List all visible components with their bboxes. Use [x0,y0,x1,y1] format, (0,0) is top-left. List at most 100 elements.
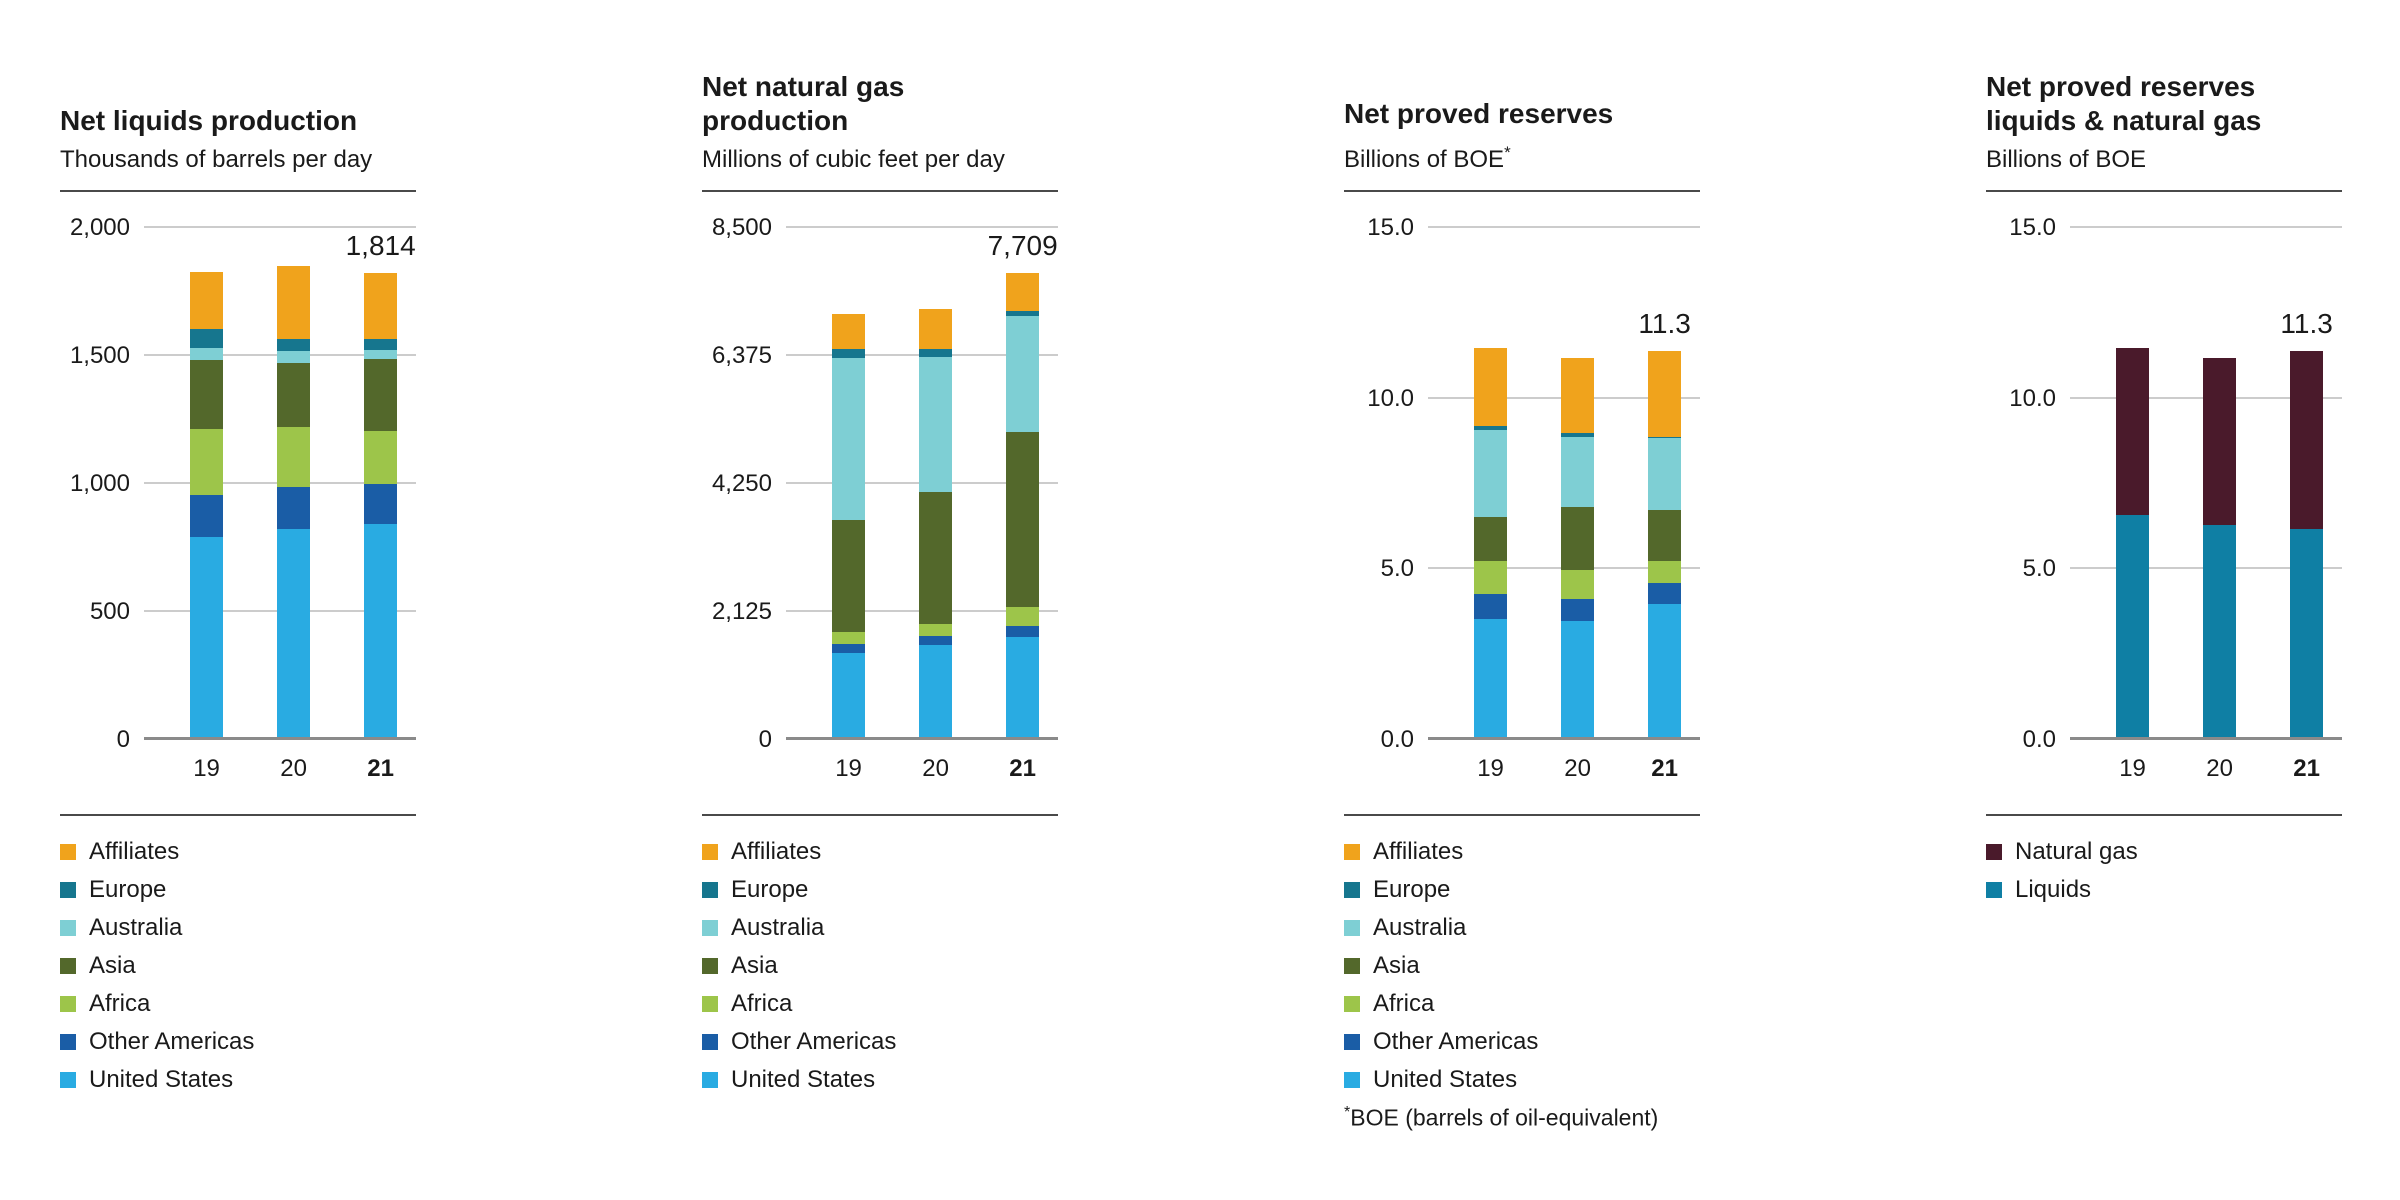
legend-swatch-icon [702,957,718,974]
bar-segment-other-americas [1648,583,1682,604]
y-tick-label: 0.0 [2022,726,2056,753]
bar-segment-other-americas [190,495,224,538]
y-tick-label: 15.0 [2009,214,2056,241]
legend-item-united-states: United States [702,1066,1058,1093]
stacked-bar-19 [2116,347,2150,737]
legend-label: United States [731,1065,876,1093]
legend-swatch-icon [60,919,76,936]
y-tick-label: 10.0 [2009,384,2056,412]
plot-area: 0.0 5.0 10.0 15.0 11.3 [1986,214,2342,753]
chart-title-line: Net proved reserves [1986,71,2256,102]
plot: 1,814 [144,226,416,740]
x-label-21: 21 [1009,755,1036,782]
x-label-21: 21 [367,755,394,782]
legend-rule [60,814,416,816]
legend: Affiliates Europe Australia Asia Africa Other… [702,838,1058,1093]
bar-segment-united-states [832,653,866,737]
stacked-bar-21 [2290,351,2324,737]
bar-segment-affiliates [364,272,398,340]
bar-segment-united-states [919,645,953,737]
x-label-20: 20 [1564,755,1591,782]
legend-swatch-icon [60,843,76,860]
bar-segment-other-americas [832,643,866,654]
legend-swatch-icon [1344,843,1360,860]
legend-label: Natural gas [2015,837,2138,865]
legend-swatch-icon [702,919,718,936]
bar-segment-natural-gas [2203,358,2237,526]
bar-segment-affiliates [1561,358,1595,434]
x-axis-line [2070,737,2342,740]
footnote-asterisk: * [1344,1104,1351,1121]
legend-item-other-americas: Other Americas [702,1028,1058,1055]
bar-segment-asia [277,363,311,427]
bar-segment-asia [190,360,224,429]
y-tick-label: 10.0 [1367,384,1414,412]
bar-segment-australia [1474,429,1508,517]
x-axis-line [1428,737,1700,740]
bar-segment-liquids [2203,525,2237,737]
legend-label: Africa [1373,989,1435,1017]
bar-segment-australia [919,356,953,492]
x-label-19: 19 [835,755,862,782]
chart-header: Net proved reserves liquids & natural gas… [1986,62,2342,174]
bar-segment-asia [1648,510,1682,562]
x-label-20: 20 [922,755,949,782]
legend-item-africa: Africa [1344,990,1700,1017]
bar-segment-united-states [190,537,224,737]
bar-segment-asia [919,491,953,624]
legend-swatch-icon [1986,881,2002,898]
bar-segment-africa [1648,561,1682,584]
legend-label: Affiliates [731,837,822,865]
bar-segment-united-states [277,529,311,737]
bar-segment-europe [832,349,866,359]
legend-label: Other Americas [1373,1027,1539,1055]
bar-segment-liquids [2290,528,2324,737]
bar-segment-australia [190,347,224,361]
legend-swatch-icon [1344,1033,1360,1050]
bar-segment-affiliates [1648,351,1682,437]
header-rule [1986,190,2342,192]
bar-segment-affiliates [832,313,866,350]
header-rule [1344,190,1700,192]
x-axis-line [786,737,1058,740]
plot: 11.3 [2070,226,2342,740]
bar-segment-africa [1561,569,1595,599]
bar-segment-africa [1474,561,1508,594]
chart-net-proved-reserves: Net proved reserves Billions of BOE* 0.0 5.… [1344,62,1700,1132]
y-tick-label: 5.0 [2022,555,2056,583]
gridline [786,226,1058,228]
legend-item-africa: Africa [702,990,1058,1017]
chart-subtitle-text: Billions of BOE [1344,146,1505,173]
legend-label: Africa [89,989,151,1017]
legend-label: Australia [1373,913,1467,941]
legend-rule [1986,814,2342,816]
legend-label: Europe [1373,875,1451,903]
chart-net-liquids-production: Net liquids production Thousands of barre… [60,62,416,1132]
legend-label: Other Americas [731,1027,897,1055]
bar-segment-affiliates [1006,272,1040,312]
legend-swatch-icon [60,881,76,898]
bar-segment-africa [190,428,224,496]
bar-segment-africa [277,426,311,488]
chart-subtitle: Thousands of barrels per day [60,146,416,174]
legend-item-europe: Europe [1344,876,1700,903]
legend-label: United States [1373,1065,1518,1093]
chart-net-natural-gas-production: Net natural gas production Millions of cu… [702,62,1058,1132]
legend: Affiliates Europe Australia Asia Africa Other… [1344,838,1700,1093]
bar-segment-africa [832,631,866,644]
x-axis-labels: 19 20 21 [144,754,416,784]
bar-segment-australia [1561,436,1595,507]
x-axis-line [144,737,416,740]
legend-label: Liquids [2015,875,2092,903]
legend-label: Europe [89,875,167,903]
bar-segment-other-americas [1006,626,1040,638]
legend-item-australia: Australia [60,914,416,941]
bar-segment-australia [1648,438,1682,511]
x-label-20: 20 [2206,755,2233,782]
plot: 7,709 [786,226,1058,740]
legend-item-affiliates: Affiliates [1344,838,1700,865]
bar-segment-affiliates [919,308,953,350]
bar-segment-europe [277,338,311,351]
bar-segment-europe [364,339,398,350]
